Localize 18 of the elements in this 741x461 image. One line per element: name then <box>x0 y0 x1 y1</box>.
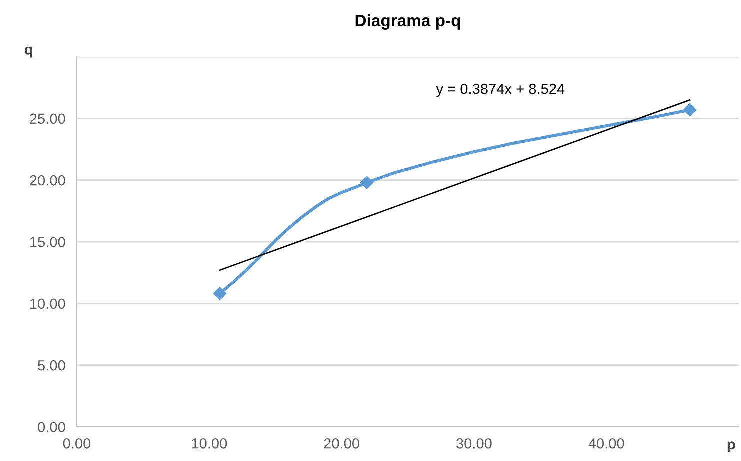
point <box>683 103 697 117</box>
annotation: y = 0.3874x + 8.524 <box>436 84 565 98</box>
x-tick-label: 0.00 <box>63 438 91 449</box>
point <box>360 176 374 190</box>
chart-title: Diagrama p-q <box>356 14 460 30</box>
y-tick-label: 20.00 <box>30 175 66 186</box>
y-tick-label: 25.00 <box>30 114 66 124</box>
x-axis-title: p <box>728 442 736 452</box>
x-tick-label: 30.00 <box>456 438 492 449</box>
y-tick-label: 15.00 <box>30 237 66 248</box>
x-tick-label: 10.00 <box>192 438 228 449</box>
y-tick-label: 5.00 <box>38 360 66 371</box>
x-tick-label: 20.00 <box>324 438 360 449</box>
x-tick-label: 40.00 <box>588 438 624 449</box>
y-tick-label: 0.00 <box>38 422 66 432</box>
point <box>213 287 227 300</box>
y-axis-title: q <box>24 46 32 58</box>
y-tick-label: 10.00 <box>30 298 66 310</box>
